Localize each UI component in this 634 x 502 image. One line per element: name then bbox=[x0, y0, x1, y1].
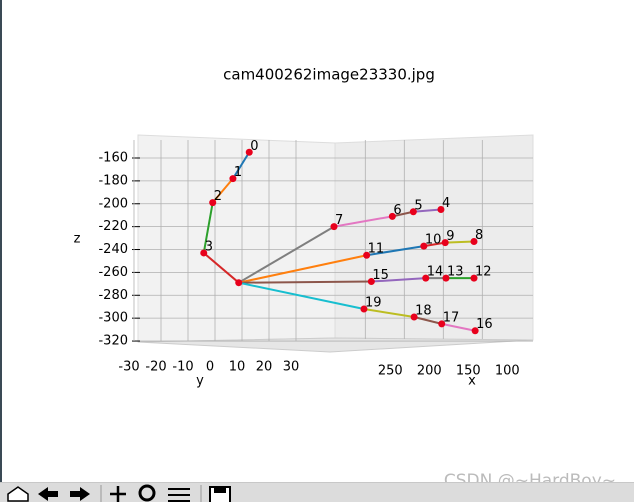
keypoint bbox=[367, 278, 375, 286]
keypoint-label: 7 bbox=[335, 213, 343, 228]
keypoint-label: 19 bbox=[365, 296, 382, 311]
bone-line bbox=[333, 215, 393, 228]
keypoint bbox=[422, 274, 430, 282]
keypoint bbox=[441, 239, 449, 247]
z-tick-label: -220 bbox=[98, 219, 128, 234]
bone-line bbox=[238, 254, 367, 284]
keypoint bbox=[442, 274, 450, 282]
keypoint bbox=[410, 313, 418, 321]
y-tick-label: -30 bbox=[118, 360, 139, 375]
keypoint-label: 2 bbox=[214, 189, 222, 204]
keypoint-label: 10 bbox=[425, 233, 442, 248]
keypoint bbox=[360, 305, 368, 313]
keypoint-label: 17 bbox=[443, 310, 460, 325]
x-tick-label: 150 bbox=[456, 364, 481, 379]
bone-line bbox=[366, 245, 424, 257]
keypoint bbox=[437, 205, 445, 213]
bone-line bbox=[238, 225, 335, 284]
bone-line bbox=[232, 151, 251, 180]
bone-line bbox=[441, 322, 476, 332]
x-tick-label: 100 bbox=[495, 364, 520, 379]
x-tick-label: 200 bbox=[417, 364, 442, 379]
keypoint-label: 18 bbox=[415, 304, 432, 319]
z-tick-label: -300 bbox=[98, 311, 128, 326]
keypoint bbox=[245, 148, 253, 156]
bone-line bbox=[238, 281, 365, 310]
bone-line bbox=[413, 208, 442, 213]
keypoint bbox=[209, 199, 217, 207]
y-tick-label: -20 bbox=[145, 360, 166, 375]
keypoint-label: 0 bbox=[250, 139, 258, 154]
bone-line bbox=[211, 177, 234, 204]
y-tick-label: 10 bbox=[229, 360, 246, 375]
configure-button[interactable] bbox=[168, 488, 190, 502]
keypoint bbox=[471, 327, 479, 335]
z-tick-label: -180 bbox=[98, 173, 128, 188]
keypoint bbox=[438, 320, 446, 328]
keypoint-label: 4 bbox=[442, 196, 450, 211]
bone-line bbox=[445, 240, 475, 244]
bone-line bbox=[363, 308, 415, 319]
keypoint bbox=[420, 242, 428, 250]
bone-line bbox=[202, 202, 214, 254]
back-button[interactable] bbox=[38, 487, 58, 501]
home-button[interactable] bbox=[7, 486, 29, 502]
keypoint bbox=[235, 279, 243, 287]
z-axis-label: z bbox=[74, 232, 81, 247]
keypoint-label: 13 bbox=[447, 265, 464, 280]
window-edge bbox=[0, 0, 2, 482]
keypoint bbox=[470, 274, 478, 282]
keypoint bbox=[470, 238, 478, 246]
chart-title: cam400262image23330.jpg bbox=[223, 66, 435, 84]
z-tick-label: -280 bbox=[98, 288, 128, 303]
z-tick-label: -240 bbox=[98, 242, 128, 257]
keypoint-label: 5 bbox=[414, 198, 422, 213]
zoom-button[interactable] bbox=[138, 484, 156, 502]
bone-line bbox=[413, 316, 442, 325]
pan-button[interactable] bbox=[110, 486, 126, 502]
y-tick-label: 20 bbox=[256, 360, 273, 375]
forward-button[interactable] bbox=[70, 487, 90, 501]
y-tick-label: -10 bbox=[172, 360, 193, 375]
keypoint-label: 6 bbox=[393, 203, 401, 218]
z-tick-label: -260 bbox=[98, 265, 128, 280]
keypoint-label: 12 bbox=[475, 265, 492, 280]
bone-line bbox=[238, 280, 372, 284]
bone-line bbox=[392, 210, 414, 218]
keypoint-label: 15 bbox=[372, 268, 389, 283]
y-axis-label: y bbox=[196, 374, 204, 389]
bone-line bbox=[203, 252, 240, 284]
keypoint bbox=[200, 249, 208, 257]
y-tick-label: 0 bbox=[206, 360, 214, 375]
x-tick-label: 250 bbox=[378, 364, 403, 379]
keypoint bbox=[363, 251, 371, 259]
keypoint-label: 3 bbox=[205, 239, 213, 254]
z-tick-label: -160 bbox=[98, 151, 128, 166]
watermark: CSDN @~HardBoy~ bbox=[444, 471, 616, 482]
toolbar-icons bbox=[7, 484, 231, 502]
chart: cam400262image23330.jpg z y x CSDN @~Har… bbox=[0, 0, 616, 482]
y-tick-label: 30 bbox=[283, 360, 300, 375]
toolbar bbox=[0, 482, 634, 502]
z-tick-label: -200 bbox=[98, 196, 128, 211]
z-tick-label: -320 bbox=[98, 334, 128, 349]
keypoint-label: 14 bbox=[427, 265, 444, 280]
bone-line bbox=[371, 277, 426, 283]
save-button[interactable] bbox=[209, 486, 231, 502]
keypoint-label: 9 bbox=[446, 229, 454, 244]
keypoint-label: 1 bbox=[234, 165, 242, 180]
keypoint-label: 16 bbox=[476, 317, 493, 332]
keypoint bbox=[409, 208, 417, 216]
x-axis-label: x bbox=[468, 374, 476, 389]
keypoint-label: 8 bbox=[475, 228, 483, 243]
keypoint-label: 11 bbox=[368, 242, 385, 257]
keypoint bbox=[229, 175, 237, 183]
keypoint bbox=[388, 212, 396, 220]
bone-line bbox=[423, 241, 446, 248]
keypoint bbox=[330, 223, 338, 231]
